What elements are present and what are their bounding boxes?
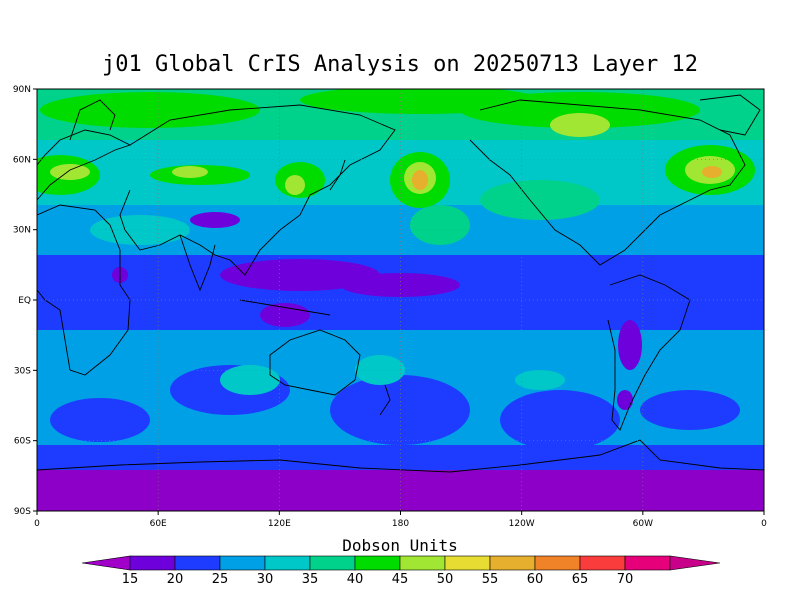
- contour-blob: [40, 92, 260, 128]
- contour-blob: [410, 205, 470, 245]
- colorbar-segment: [534, 555, 581, 571]
- lon-tick-label: 120E: [268, 519, 291, 529]
- lat-tick-label: EQ: [18, 296, 31, 306]
- contour-blob: [37, 475, 764, 511]
- colorbar-segment: [489, 555, 536, 571]
- lon-tick-label: 180: [392, 519, 409, 529]
- colorbar-segment: [309, 555, 356, 571]
- lat-tick-label: 30S: [14, 366, 31, 376]
- colorbar-label: 65: [572, 572, 589, 587]
- contour-blob: [550, 113, 610, 137]
- coastline: [69, 99, 116, 141]
- lat-tick-label: 30N: [13, 226, 31, 236]
- contour-blob: [480, 180, 600, 220]
- lat-tick-label: 90S: [14, 507, 31, 517]
- colorbar-label: 30: [257, 572, 274, 587]
- colorbar-label: 15: [122, 572, 139, 587]
- coastline: [37, 204, 131, 376]
- colorbar-segment: [174, 555, 221, 571]
- contour-blob: [172, 166, 208, 178]
- contour-blob: [330, 375, 470, 445]
- contour-blob: [515, 370, 565, 390]
- contour-blob: [702, 166, 722, 178]
- contour-blob: [617, 390, 633, 410]
- colorbar-arrow-left: [81, 555, 131, 571]
- colorbar-label: 60: [527, 572, 544, 587]
- colorbar-label: 25: [212, 572, 229, 587]
- colorbar-label: 40: [347, 572, 364, 587]
- colorbar-segment: [129, 555, 176, 571]
- contour-blob: [618, 320, 642, 370]
- contour-blob: [50, 164, 90, 180]
- lon-tick-label: 60E: [150, 519, 167, 529]
- colorbar-segment: [219, 555, 266, 571]
- colorbar-label: 55: [482, 572, 499, 587]
- contour-blob: [260, 303, 310, 327]
- contour-blob: [285, 175, 305, 195]
- colorbar-label: 20: [167, 572, 184, 587]
- contour-blob: [50, 398, 150, 442]
- lon-tick-label: 60W: [633, 519, 653, 529]
- colorbar-segment: [264, 555, 311, 571]
- colorbar-label: 35: [302, 572, 319, 587]
- coastline: [607, 274, 691, 431]
- contour-blob: [412, 170, 428, 190]
- coastlines: [37, 94, 764, 473]
- map-title: j01 Global CrIS Analysis on 20250713 Lay…: [101, 52, 699, 77]
- contour-blob: [220, 365, 280, 395]
- lon-tick-label: 0: [761, 519, 767, 529]
- colorbar-segment: [444, 555, 491, 571]
- colorbar-arrow-right: [669, 555, 721, 571]
- contour-blob: [220, 259, 380, 291]
- coastline: [239, 299, 331, 316]
- colorbar-label: 45: [392, 572, 409, 587]
- coastline: [119, 104, 396, 276]
- coastline: [37, 439, 764, 473]
- colorbar-segment: [624, 555, 671, 571]
- coastline: [269, 329, 361, 396]
- lat-tick-label: 60S: [14, 437, 31, 447]
- colorbar-segment: [354, 555, 401, 571]
- coastline: [699, 94, 761, 136]
- colorbar-segment: [579, 555, 626, 571]
- contour-blob: [355, 355, 405, 385]
- coastline: [179, 234, 216, 292]
- coastline: [379, 384, 391, 416]
- lon-tick-label: 0: [34, 519, 40, 529]
- lat-tick-label: 60N: [13, 155, 31, 165]
- contour-blob: [500, 390, 620, 450]
- units-label: Dobson Units: [342, 536, 458, 555]
- colorbar-label: 50: [437, 572, 454, 587]
- contour-blob: [460, 92, 700, 128]
- colorbar-label: 70: [617, 572, 634, 587]
- lon-tick-label: 120W: [509, 519, 535, 529]
- coastline: [469, 99, 746, 266]
- contour-blob: [640, 390, 740, 430]
- map-field: [37, 89, 764, 511]
- lat-tick-label: 90N: [13, 85, 31, 95]
- coastline: [329, 159, 346, 191]
- colorbar-segment: [399, 555, 446, 571]
- contour-blob: [340, 273, 460, 297]
- colorbar: 15 20 25 30 35 40 45 50 55 60 65 70: [81, 555, 721, 587]
- contour-blob: [190, 212, 240, 228]
